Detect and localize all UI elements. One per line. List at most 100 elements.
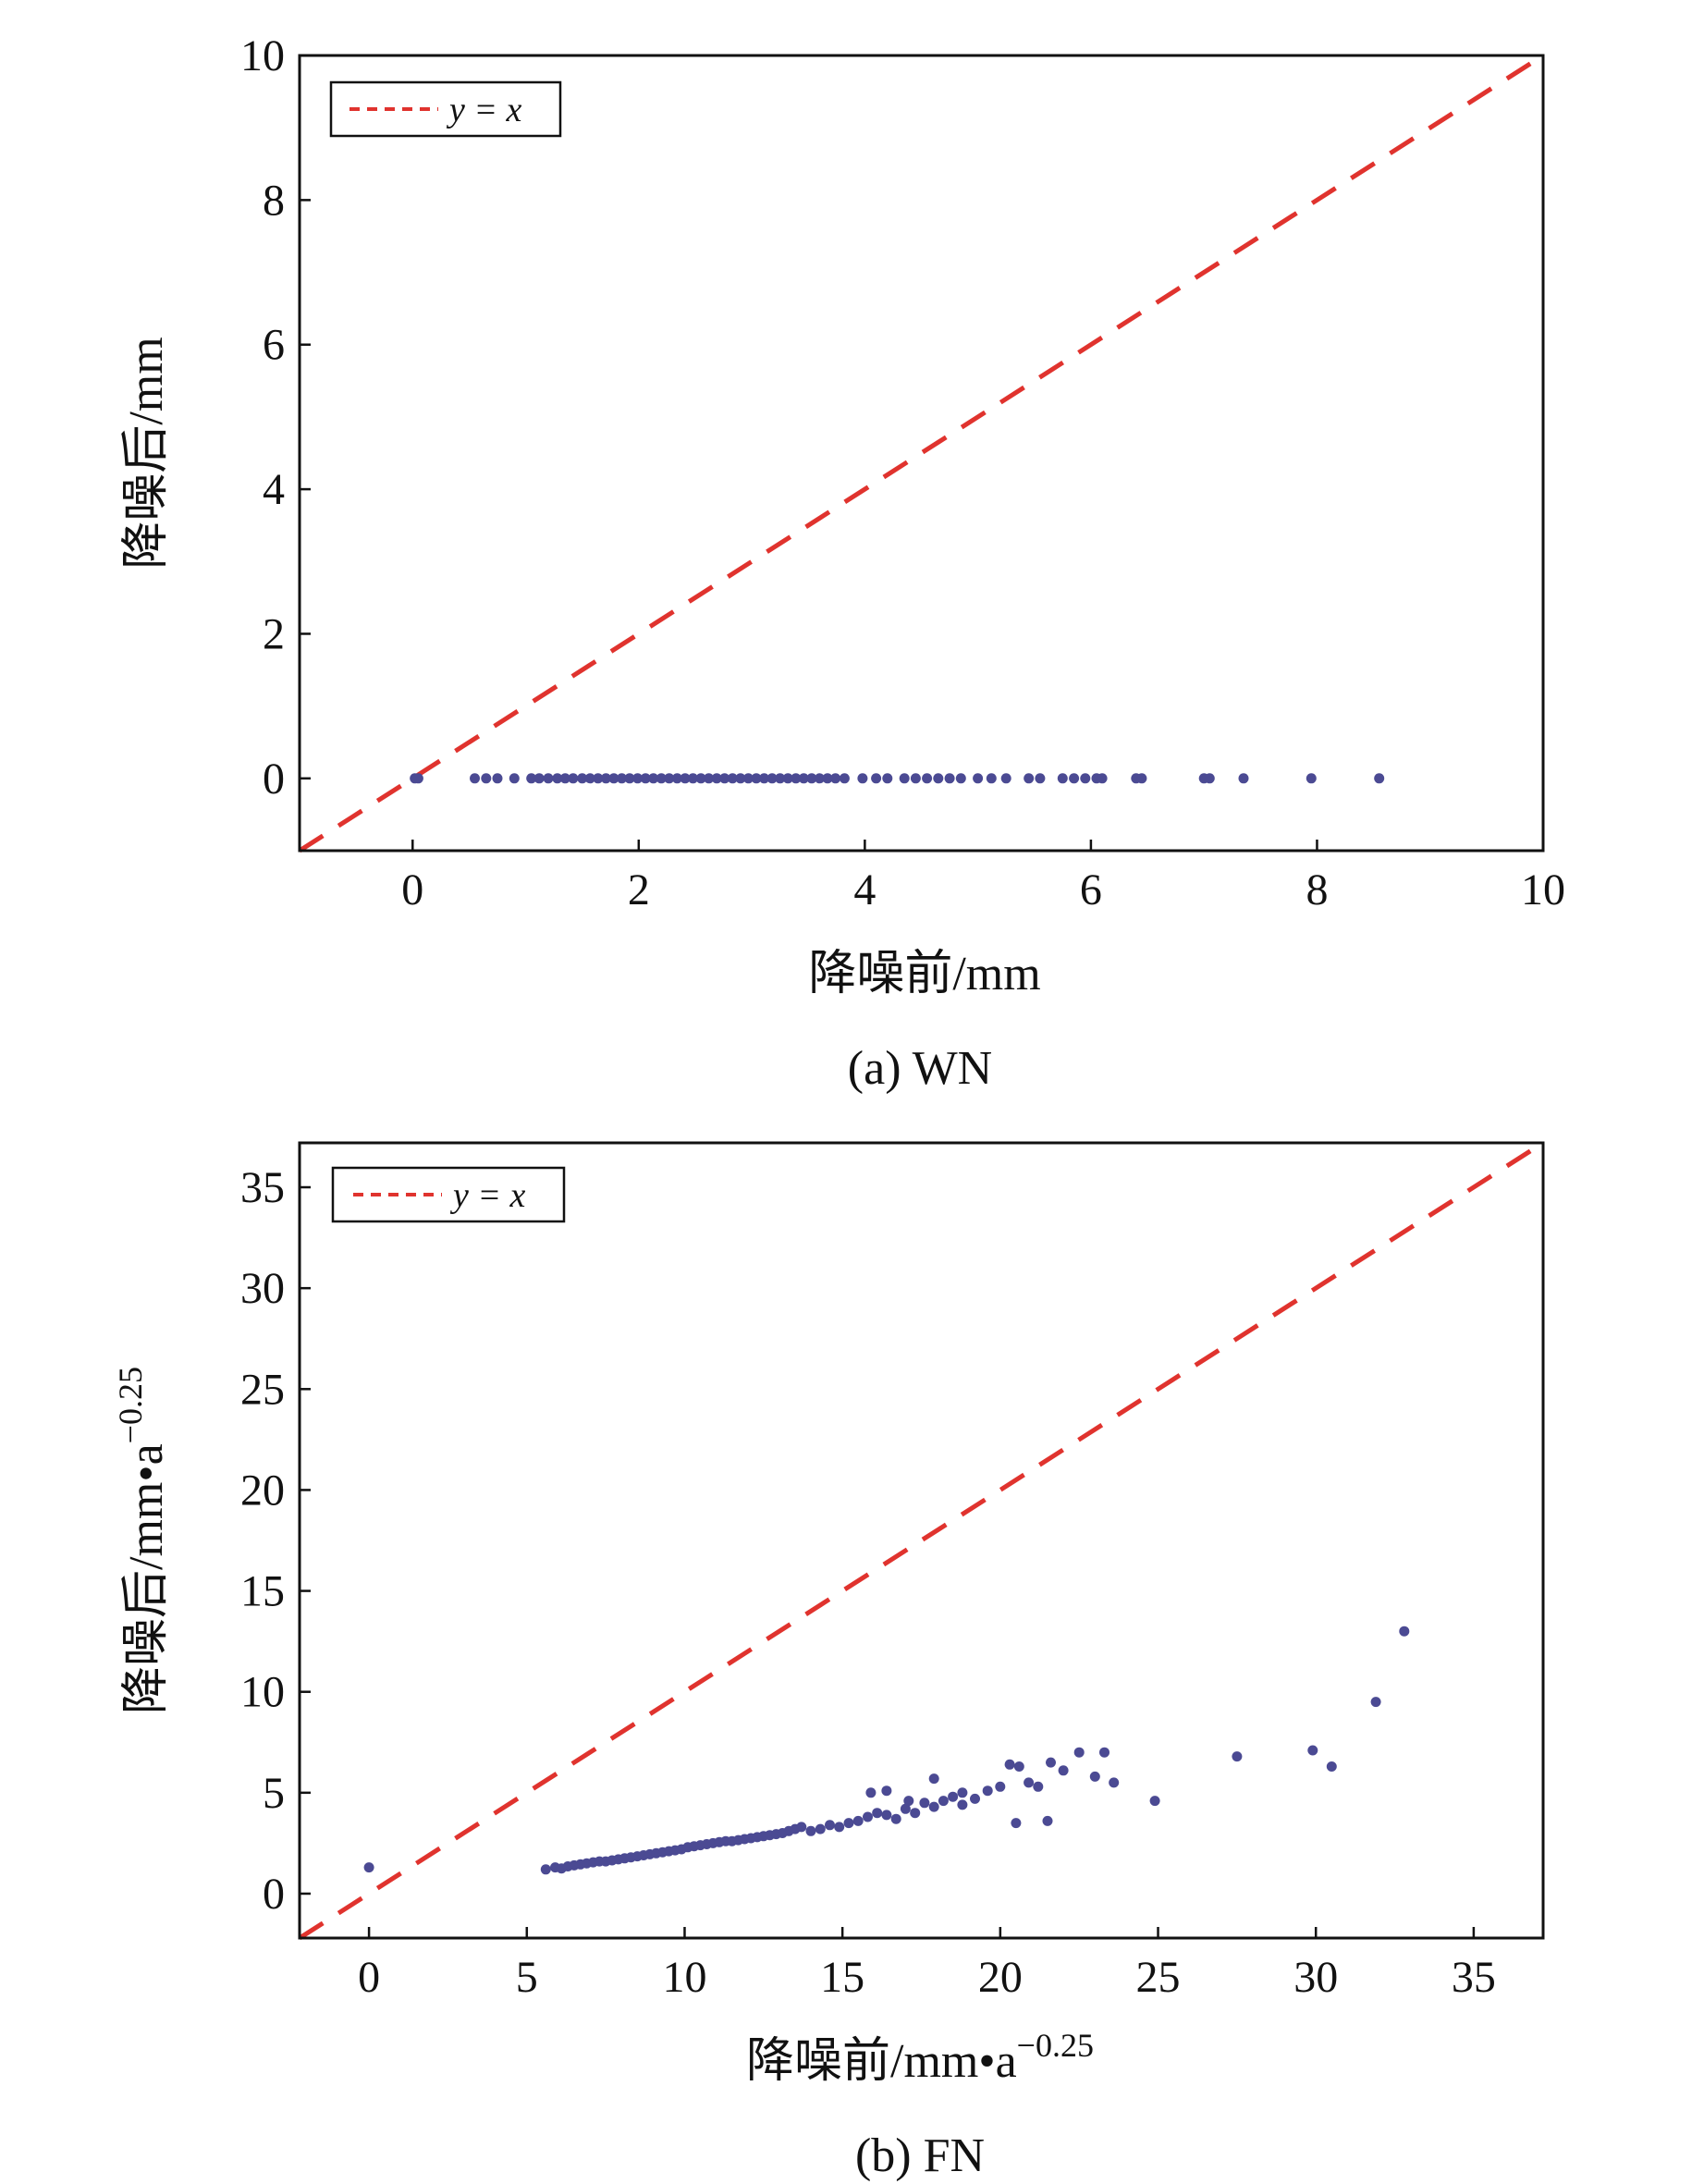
panel-b-y-tick-label: 0: [263, 1870, 285, 1919]
panel-a-data-point: [782, 773, 793, 784]
panel-b-x-axis-title-sup: −0.25: [1017, 2027, 1094, 2064]
panel-a-y-tick-label: 8: [263, 176, 285, 225]
panel-b-data-point: [540, 1864, 551, 1875]
panel-a-data-point: [791, 773, 802, 784]
panel-a-x-tick-label: 10: [1521, 865, 1565, 914]
panel-a-data-point: [492, 773, 503, 784]
panel-a-data-point: [986, 773, 997, 784]
panel-b-plot-frame: [298, 1141, 1545, 1940]
panel-a-data-point: [933, 773, 944, 784]
panel-b-data-point: [1307, 1745, 1318, 1756]
panel-a-data-point: [481, 773, 492, 784]
panel-a-y-axis-title: 降噪后/mm: [120, 337, 173, 569]
panel-b-data-point: [928, 1801, 939, 1812]
panel-b-data-point: [919, 1798, 930, 1809]
panel-b-data-point: [1024, 1777, 1035, 1788]
panel-b-data-point: [1399, 1626, 1410, 1637]
panel-a-data-point: [735, 773, 746, 784]
panel-a-data-point: [857, 773, 868, 784]
panel-a-data-point: [871, 773, 882, 784]
panel-a-data-point: [1204, 773, 1215, 784]
panel-b-data-point: [843, 1818, 854, 1829]
panel-b-data-point: [948, 1791, 959, 1802]
panel-b-data-point: [1058, 1765, 1069, 1776]
panel-a-data-point: [568, 773, 579, 784]
panel-a-data-point: [412, 773, 423, 784]
panel-a-data-point: [533, 773, 545, 784]
panel-a-data-point: [559, 773, 570, 784]
panel-b-data-point: [1033, 1781, 1044, 1792]
panel-a-data-point: [1097, 773, 1108, 784]
panel-a-data-point: [1374, 773, 1385, 784]
panel-b-x-ticks: 0 5 10 15 20 25 30 35: [358, 1927, 1496, 2002]
panel-b-data-point: [825, 1820, 835, 1831]
panel-b-y-axis-title: 降噪后/mm•a−0.25: [112, 1367, 173, 1714]
panel-b-legend-box: [331, 1166, 566, 1223]
panel-a-data-point: [719, 773, 730, 784]
panel-b-data-point: [910, 1808, 921, 1819]
panel-b-fn: 0 5 10 15 20 25 30 35 0 5 10 15 20 25 30 35 y = x 降噪前/…: [112, 1140, 1545, 2182]
panel-b-plot-content: [298, 1140, 1545, 1941]
panel-b-data-point: [1149, 1796, 1160, 1807]
panel-a-data-point: [680, 773, 691, 784]
panel-b-data-point: [1109, 1777, 1120, 1788]
panel-b-y-tick-label: 25: [240, 1365, 285, 1414]
panel-a-wn: 0 2 4 6 8 10 0 2 4 6 8 10 y = x 降噪前/mm 降噪后/mm (a) …: [120, 31, 1565, 1095]
panel-b-x-tick-label: 10: [662, 1953, 706, 2002]
panel-a-data-point: [822, 773, 833, 784]
panel-a-y-tick-label: 10: [240, 31, 285, 80]
panel-a-data-point: [1024, 773, 1035, 784]
panel-b-data-point: [938, 1796, 949, 1807]
panel-a-data-point: [830, 773, 841, 784]
panel-b-data-point: [881, 1785, 892, 1797]
panel-a-data-point: [656, 773, 667, 784]
panel-b-data-point: [1073, 1747, 1085, 1758]
panel-a-data-point: [815, 773, 825, 784]
panel-b-y-tick-label: 30: [240, 1264, 285, 1313]
panel-a-data-point: [608, 773, 619, 784]
panel-b-data-point: [900, 1803, 911, 1814]
panel-a-x-tick-label: 2: [628, 865, 650, 914]
panel-b-data-point: [881, 1810, 892, 1821]
panel-b-x-tick-label: 5: [516, 1953, 538, 2002]
panel-b-data-point: [796, 1822, 807, 1833]
panel-a-y-tick-label: 2: [263, 609, 285, 658]
panel-b-data-point: [1326, 1761, 1337, 1772]
panel-b-x-tick-label: 0: [358, 1953, 380, 2002]
panel-b-x-tick-label: 35: [1452, 1953, 1496, 2002]
panel-a-y-tick-label: 0: [263, 755, 285, 804]
panel-b-y-axis-title-sup: −0.25: [112, 1367, 149, 1443]
panel-a-data-point: [882, 773, 893, 784]
panel-b-data-point: [970, 1793, 980, 1804]
panel-a-data-point: [1035, 773, 1046, 784]
panel-a-y-ticks: 0 2 4 6 8 10: [240, 31, 311, 804]
panel-b-x-tick-label: 30: [1293, 1953, 1338, 2002]
panel-b-data-point: [865, 1787, 877, 1798]
panel-a-data-point: [543, 773, 554, 784]
panel-b-data-point: [1046, 1757, 1056, 1768]
panel-a-data-point: [711, 773, 722, 784]
panel-b-legend-label: y = x: [449, 1176, 526, 1215]
panel-a-x-tick-label: 4: [853, 865, 876, 914]
panel-b-data-point: [834, 1822, 845, 1833]
panel-a-x-ticks: 0 2 4 6 8 10: [401, 840, 1565, 914]
panel-b-x-axis-title: 降噪前/mm•a−0.25: [746, 2027, 1094, 2088]
panel-a-data-point: [632, 773, 644, 784]
panel-b-data-point: [890, 1813, 901, 1824]
panel-b-data-point: [1004, 1759, 1015, 1770]
panel-b-data-point: [1232, 1751, 1243, 1762]
panel-a-data-point: [1057, 773, 1068, 784]
panel-a-data-point: [759, 773, 769, 784]
panel-b-x-axis-title-main: 降噪前/mm•a: [746, 2035, 1017, 2088]
panel-b-data-point: [957, 1787, 968, 1798]
panel-a-data-point: [1238, 773, 1249, 784]
panel-b-x-tick-label: 15: [820, 1953, 864, 2002]
panel-b-y-tick-label: 35: [240, 1163, 285, 1212]
panel-b-x-tick-label: 25: [1136, 1953, 1181, 2002]
panel-a-data-point: [766, 773, 778, 784]
panel-b-y-tick-label: 20: [240, 1466, 285, 1515]
panel-a-data-point: [727, 773, 738, 784]
panel-a-data-point: [1000, 773, 1011, 784]
panel-a-legend: y = x: [329, 80, 562, 138]
panel-b-data-point: [995, 1781, 1006, 1792]
